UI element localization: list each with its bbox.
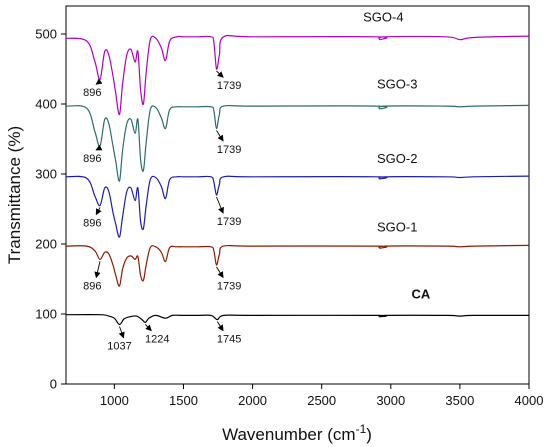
x-axis-title: Wavenumber (cm-1) <box>222 422 372 444</box>
y-tick-label: 200 <box>35 237 57 252</box>
y-tick-label: 500 <box>35 27 57 42</box>
x-tick-label: 4000 <box>515 393 544 408</box>
annotation-arrow <box>95 207 102 216</box>
series-line-sgo-3 <box>66 104 529 182</box>
annotation-arrow <box>216 321 224 332</box>
x-tick-label: 3500 <box>445 393 474 408</box>
series-label-sgo-3: SGO-3 <box>377 77 417 92</box>
series-line-sgo-4 <box>66 34 529 116</box>
annotation-arrow <box>94 261 101 279</box>
annotation-arrow <box>216 70 224 78</box>
y-tick-label: 400 <box>35 97 57 112</box>
y-axis-title: Transmittance (%) <box>5 126 24 264</box>
annotation-arrow <box>118 326 125 339</box>
series-line-sgo-1 <box>66 244 529 287</box>
annotation-label: 1739 <box>217 144 241 156</box>
annotation-label: 896 <box>83 217 101 229</box>
plot-frame <box>65 5 530 385</box>
x-tick-label: 2500 <box>307 393 336 408</box>
annotation-label: 1745 <box>217 334 241 346</box>
series-label-sgo-2: SGO-2 <box>377 151 417 166</box>
series-label-sgo-4: SGO-4 <box>363 9 403 24</box>
x-title-main: Wavenumber (cm <box>222 425 356 444</box>
annotation-label: 896 <box>83 153 101 165</box>
x-tick-label: 3000 <box>376 393 405 408</box>
annotation-arrow <box>95 78 103 85</box>
annotation-label: 896 <box>83 87 101 99</box>
annotation-label: 1739 <box>217 80 241 92</box>
series-layer <box>66 34 529 326</box>
x-title-close: ) <box>366 425 372 444</box>
series-label-layer: CA SGO-1 SGO-2 SGO-3 SGO-4 <box>363 9 431 301</box>
y-tick-label: 100 <box>35 307 57 322</box>
annotation-arrow <box>95 144 103 151</box>
x-tick-label: 1500 <box>169 393 198 408</box>
x-title-sup: -1 <box>356 422 367 436</box>
annotation-label: 1224 <box>145 334 169 346</box>
x-tick-label: 1000 <box>100 393 129 408</box>
annotation-arrow <box>216 130 224 142</box>
annotation-arrow <box>145 324 152 332</box>
annotation-arrow <box>216 266 224 279</box>
x-axis: 1000 1500 2000 2500 3000 3500 4000 <box>100 384 544 408</box>
series-label-sgo-1: SGO-1 <box>377 219 417 234</box>
series-line-ca <box>66 314 529 326</box>
annotation-label: 1037 <box>107 341 131 353</box>
annotation-label: 1739 <box>217 280 241 292</box>
annotation-layer: 1037 1224 1745 896 1739 896 1739 896 1739 896 1739 <box>83 70 241 353</box>
annotation-arrow <box>216 196 224 214</box>
x-tick-label: 2000 <box>238 393 267 408</box>
annotation-label: 896 <box>83 280 101 292</box>
y-axis: 0 100 200 300 400 500 <box>35 27 66 392</box>
series-line-sgo-2 <box>66 175 529 238</box>
y-tick-label: 0 <box>50 377 57 392</box>
y-tick-label: 300 <box>35 167 57 182</box>
annotation-label: 1739 <box>217 216 241 228</box>
series-label-ca: CA <box>412 287 431 302</box>
